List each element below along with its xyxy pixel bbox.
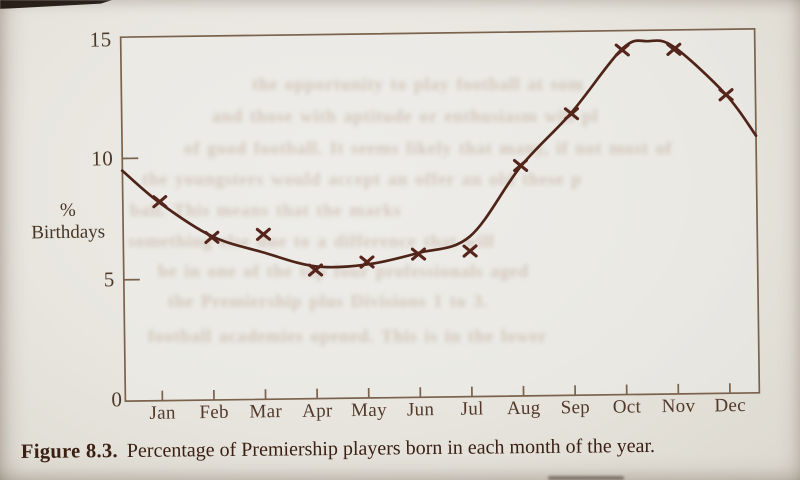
x-marker — [359, 255, 375, 269]
page-edge-shadow-bottom — [548, 476, 624, 480]
x-tick-label-jul: Jul — [460, 398, 484, 420]
x-marker — [462, 244, 478, 258]
x-tick-label-oct: Oct — [612, 396, 642, 418]
data-point-oct — [614, 43, 630, 57]
data-point-aug — [512, 158, 529, 173]
x-marker — [152, 195, 168, 209]
y-tick-label-5: 5 — [103, 267, 115, 292]
x-marker — [307, 263, 324, 277]
data-point-jul — [462, 244, 478, 258]
x-tick-label-sep: Sep — [560, 397, 591, 419]
x-tick-label-apr: Apr — [301, 400, 333, 422]
data-point-nov — [666, 42, 682, 56]
page-edge-shadow-top — [0, 0, 112, 9]
data-point-jan — [152, 195, 168, 209]
data-point-feb — [204, 230, 220, 245]
y-tick-label-15: 15 — [89, 27, 112, 52]
x-tick-label-may: May — [350, 399, 387, 422]
figure-caption-text: Percentage of Premiership players born i… — [126, 434, 656, 462]
x-marker — [410, 247, 427, 261]
figure-caption-number: Figure 8.3. — [20, 440, 118, 463]
y-axis-label: % Birthdays — [25, 199, 112, 244]
x-marker — [204, 230, 220, 245]
y-axis-label-birthdays: Birthdays — [31, 221, 106, 244]
x-marker — [512, 158, 529, 173]
x-tick-label-mar: Mar — [249, 401, 283, 423]
x-marker — [666, 42, 682, 56]
data-point-apr — [307, 263, 324, 277]
y-axis-label-percent: % — [59, 199, 76, 221]
x-marker — [563, 107, 580, 121]
x-marker — [718, 88, 734, 102]
x-tick-label-nov: Nov — [661, 395, 696, 418]
data-point-dec — [718, 88, 734, 102]
x-tick-label-jan: Jan — [149, 402, 176, 424]
x-marker — [255, 227, 272, 241]
axes-frame — [119, 28, 761, 402]
y-tick-label-10: 10 — [91, 146, 114, 171]
data-point-mar — [255, 227, 272, 241]
data-point-jun — [410, 247, 427, 261]
fitted-curve — [120, 39, 758, 269]
x-tick-label-aug: Aug — [506, 397, 541, 420]
data-point-may — [359, 255, 375, 269]
data-point-sep — [563, 107, 580, 121]
x-tick-label-feb: Feb — [199, 401, 229, 424]
y-tick-label-0: 0 — [111, 387, 123, 412]
x-tick-label-jun: Jun — [406, 399, 435, 421]
x-tick-label-dec: Dec — [714, 395, 747, 417]
x-marker — [614, 43, 630, 57]
